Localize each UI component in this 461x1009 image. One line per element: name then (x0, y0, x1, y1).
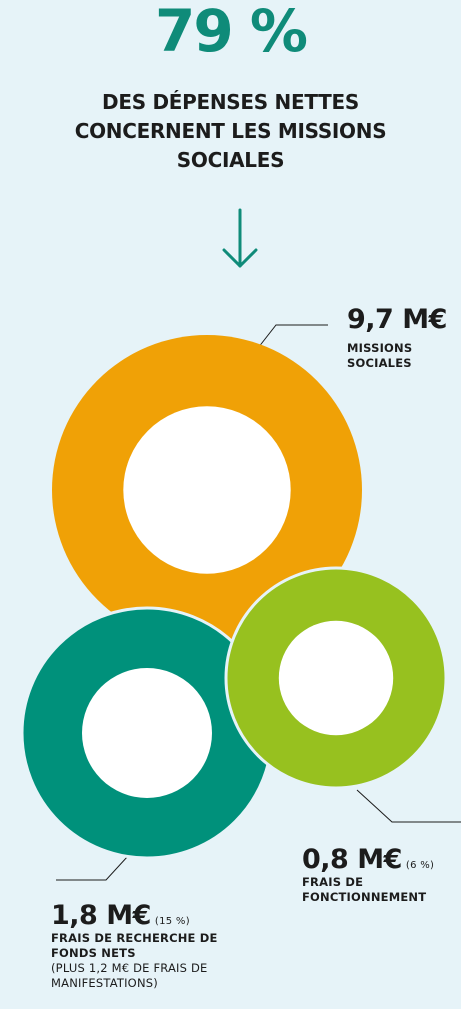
ring-missions-sociales-hole (123, 406, 291, 574)
leader-line-recherche (56, 855, 129, 881)
ring-frais-recherche-hole (82, 668, 212, 798)
label-missions-sociales: 9,7 M€ MISSIONS SOCIALES (347, 306, 461, 371)
percent-frais-recherche: (15 %) (154, 916, 190, 927)
note-frais-recherche: (PLUS 1,2 M€ DE FRAIS DE MANIFESTATIONS) (51, 961, 208, 990)
headline-percent: 79 % (154, 0, 308, 65)
label-frais-fonctionnement: 0,8 M€ (6 %) FRAIS DE FONCTIONNEMENT (302, 846, 460, 905)
value-frais-recherche: 1,8 M€ (51, 900, 151, 931)
title-frais-fonctionnement: FRAIS DE FONCTIONNEMENT (302, 875, 427, 904)
value-missions-sociales: 9,7 M€ (347, 304, 447, 335)
leader-line-fonctionnement (356, 789, 461, 823)
value-frais-fonctionnement: 0,8 M€ (302, 844, 402, 875)
title-frais-recherche: FRAIS DE RECHERCHE DE FONDS NETS (51, 931, 218, 960)
percent-frais-fonctionnement: (6 %) (405, 860, 435, 871)
label-frais-recherche: 1,8 M€ (15 %) FRAIS DE RECHERCHE DE FONDS… (51, 902, 231, 991)
title-missions-sociales: MISSIONS SOCIALES (347, 341, 413, 370)
ring-frais-fonctionnement-hole (278, 620, 394, 736)
leader-line-missions (257, 324, 328, 349)
down-arrow-icon (222, 208, 258, 268)
donut-rings (20, 335, 448, 860)
headline-text: DES DÉPENSES NETTES CONCERNENT LES MISSI… (74, 90, 387, 172)
